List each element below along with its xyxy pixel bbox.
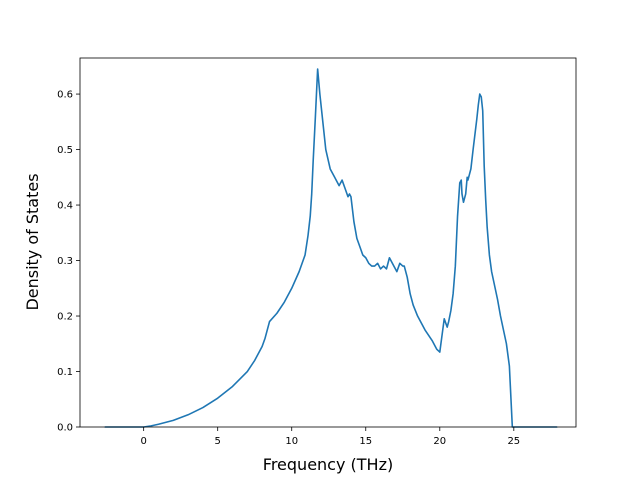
- y-tick-label: 0.6: [57, 90, 73, 101]
- x-tick-label: 5: [215, 436, 221, 447]
- y-axis-ticks: 0.0 0.1 0.2 0.3 0.4 0.5 0.6: [57, 90, 80, 434]
- series-line-0: [104, 68, 558, 428]
- y-tick-label: 0.5: [57, 145, 73, 156]
- y-tick-label: 0.1: [57, 367, 73, 378]
- y-tick-label: 0.2: [57, 312, 73, 323]
- x-tick-label: 10: [285, 436, 298, 447]
- y-tick-label: 0.0: [57, 423, 73, 434]
- y-tick-label: 0.4: [57, 201, 73, 212]
- x-axis-ticks: 0 5 10 15 20 25: [140, 427, 520, 447]
- y-axis-title: Density of States: [23, 173, 42, 310]
- x-tick-label: 25: [507, 436, 520, 447]
- x-axis-title: Frequency (THz): [263, 455, 393, 474]
- x-tick-label: 0: [140, 436, 146, 447]
- series-layer: [104, 68, 558, 428]
- x-tick-label: 20: [433, 436, 446, 447]
- plot-frame: [79, 57, 577, 428]
- plot-area: [80, 58, 576, 427]
- x-tick-label: 15: [359, 436, 372, 447]
- y-tick-label: 0.3: [57, 256, 73, 267]
